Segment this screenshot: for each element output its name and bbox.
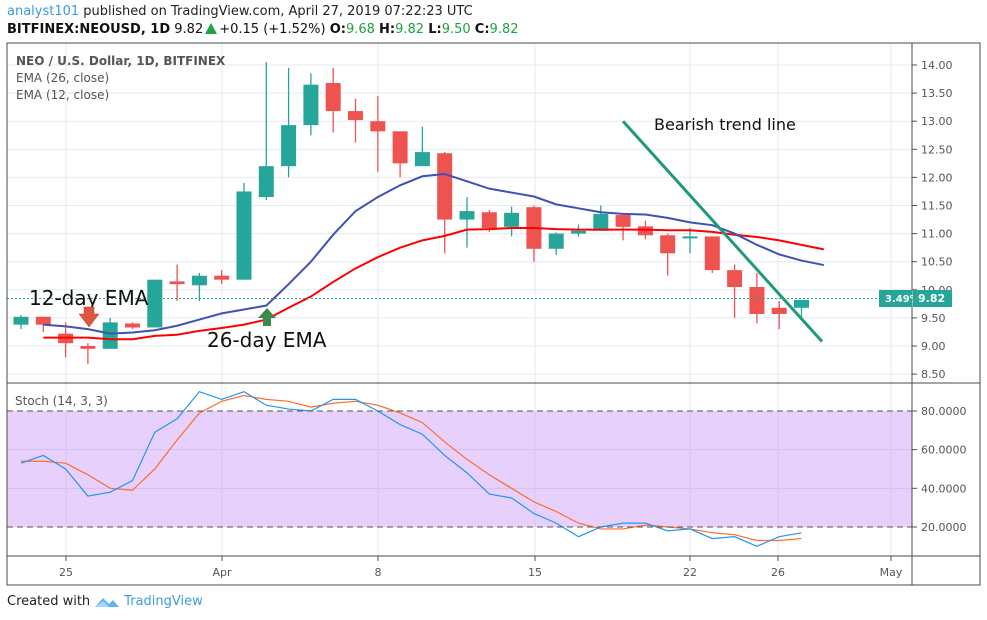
candle bbox=[392, 131, 408, 178]
candle bbox=[303, 73, 319, 136]
published-text: published on TradingView.com, April 27, … bbox=[79, 4, 473, 19]
candle bbox=[13, 315, 29, 330]
candle bbox=[191, 272, 207, 302]
candle bbox=[348, 98, 363, 143]
created-with-text: Created with bbox=[7, 594, 91, 609]
svg-text:8.50: 8.50 bbox=[921, 368, 946, 381]
svg-text:May: May bbox=[880, 566, 903, 579]
pct-badge-text: 3.49% bbox=[885, 294, 920, 305]
candle bbox=[504, 206, 520, 237]
chart-frame bbox=[6, 42, 981, 586]
publish-info: analyst101 published on TradingView.com,… bbox=[7, 4, 473, 19]
candle bbox=[236, 183, 252, 280]
ema26-line bbox=[43, 226, 824, 341]
candle bbox=[615, 213, 631, 241]
high-label: H: bbox=[379, 22, 396, 37]
svg-text:14.00: 14.00 bbox=[921, 59, 953, 72]
price-axis[interactable]: 14.00 13.50 13.00 12.50 12.00 11.50 11.00 10.50… bbox=[912, 59, 953, 381]
svg-text:60.0000: 60.0000 bbox=[921, 444, 967, 457]
candle bbox=[660, 233, 676, 276]
svg-text:25: 25 bbox=[59, 566, 73, 579]
time-axis[interactable]: 25 Apr 8 15 22 26 May bbox=[59, 556, 903, 579]
price-change: +0.15 (+1.52%) bbox=[219, 22, 326, 37]
svg-text:80.0000: 80.0000 bbox=[921, 405, 967, 418]
svg-text:11.00: 11.00 bbox=[921, 228, 953, 241]
candle bbox=[147, 279, 163, 328]
legend-ema26[interactable]: EMA (26, close) bbox=[16, 71, 109, 85]
candle bbox=[437, 152, 453, 254]
open-label: O: bbox=[329, 22, 346, 37]
arrow-up-icon bbox=[258, 308, 276, 326]
svg-text:22: 22 bbox=[683, 566, 697, 579]
candles bbox=[13, 62, 809, 364]
candle bbox=[682, 227, 698, 254]
svg-text:10.50: 10.50 bbox=[921, 256, 953, 269]
candle bbox=[593, 205, 609, 231]
symbol-label: BITFINEX:NEOUSD, 1D bbox=[7, 22, 171, 37]
last-price: 9.82 bbox=[174, 22, 204, 37]
svg-text:13.00: 13.00 bbox=[921, 115, 953, 128]
svg-text:9.50: 9.50 bbox=[921, 312, 946, 325]
candle bbox=[125, 322, 140, 330]
candle bbox=[169, 264, 185, 302]
svg-text:11.50: 11.50 bbox=[921, 200, 953, 213]
svg-text:9.00: 9.00 bbox=[921, 340, 946, 353]
candle bbox=[548, 232, 564, 255]
svg-text:13.50: 13.50 bbox=[921, 87, 953, 100]
arrow-down-icon bbox=[78, 306, 100, 328]
price-badge bbox=[913, 290, 952, 307]
legend-stoch[interactable]: Stoch (14, 3, 3) bbox=[15, 394, 108, 408]
candle bbox=[370, 95, 386, 172]
candle bbox=[459, 197, 475, 248]
pct-badge bbox=[879, 290, 912, 307]
low-label: L: bbox=[428, 22, 442, 37]
candle bbox=[526, 205, 542, 262]
stoch-band bbox=[7, 411, 912, 527]
tradingview-logo-icon bbox=[95, 597, 120, 607]
candle bbox=[80, 343, 96, 364]
close-label: C: bbox=[474, 22, 490, 37]
svg-text:40.0000: 40.0000 bbox=[921, 482, 967, 495]
low-value: 9.50 bbox=[441, 22, 471, 37]
legend-title: NEO / U.S. Dollar, 1D, BITFINEX bbox=[16, 54, 226, 68]
candle bbox=[794, 299, 809, 318]
stoch-grid bbox=[7, 411, 912, 527]
high-value: 9.82 bbox=[395, 22, 425, 37]
candle bbox=[727, 264, 743, 318]
svg-text:12.00: 12.00 bbox=[921, 171, 953, 184]
author-link[interactable]: analyst101 bbox=[7, 4, 80, 19]
ema26-annotation: 26-day EMA bbox=[207, 328, 327, 352]
candle bbox=[35, 316, 51, 332]
tradingview-link[interactable]: TradingView bbox=[124, 594, 203, 609]
footer: Created with TradingView bbox=[7, 594, 203, 609]
up-triangle-icon bbox=[205, 23, 218, 34]
close-value: 9.82 bbox=[489, 22, 519, 37]
ema12-line bbox=[43, 173, 824, 335]
svg-text:12.50: 12.50 bbox=[921, 143, 953, 156]
candle bbox=[325, 67, 341, 133]
svg-text:8: 8 bbox=[375, 566, 382, 579]
candle bbox=[414, 126, 430, 167]
candle bbox=[771, 301, 787, 330]
candle bbox=[704, 236, 720, 273]
svg-text:Apr: Apr bbox=[212, 566, 232, 579]
ema12-annotation: 12-day EMA bbox=[29, 286, 149, 310]
candle bbox=[258, 62, 274, 200]
candle bbox=[214, 270, 230, 285]
legend-ema12[interactable]: EMA (12, close) bbox=[16, 88, 109, 102]
price-badge-text: 9.82 bbox=[918, 292, 945, 305]
trend-annotation: Bearish trend line bbox=[654, 115, 796, 134]
open-value: 9.68 bbox=[345, 22, 375, 37]
bearish-trend-line[interactable] bbox=[621, 120, 824, 343]
stoch-k-line bbox=[20, 390, 802, 547]
svg-text:26: 26 bbox=[771, 566, 785, 579]
stoch-axis[interactable]: 80.0000 60.0000 40.0000 20.0000 bbox=[912, 405, 967, 534]
symbol-info: BITFINEX:NEOUSD, 1D 9.82 +0.15 (+1.52%) O… bbox=[7, 22, 519, 37]
svg-text:20.0000: 20.0000 bbox=[921, 521, 967, 534]
svg-text:15: 15 bbox=[528, 566, 542, 579]
candle bbox=[281, 67, 297, 178]
